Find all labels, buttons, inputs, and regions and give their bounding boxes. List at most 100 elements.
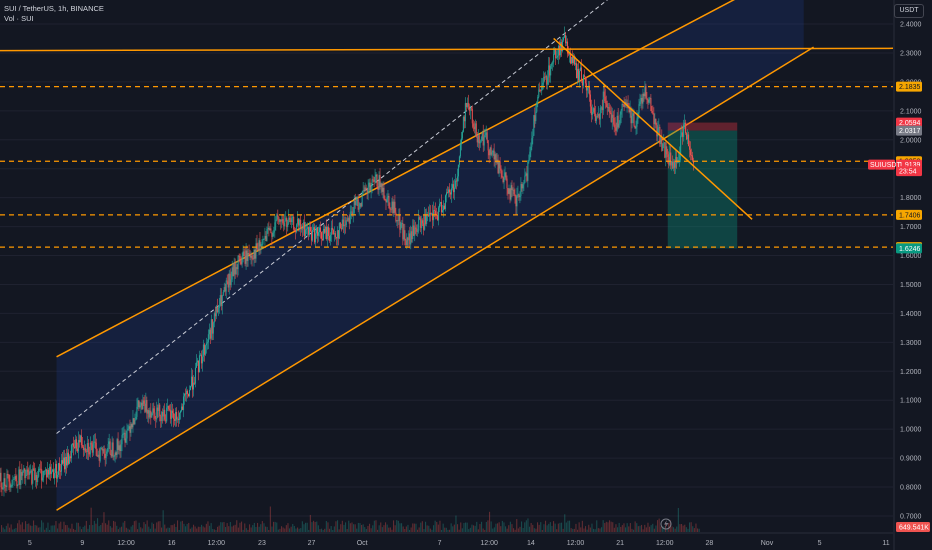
candle-body bbox=[76, 448, 78, 452]
volume-bar bbox=[407, 524, 409, 532]
candle-body bbox=[138, 400, 140, 408]
candle-body bbox=[289, 217, 291, 220]
volume-bar bbox=[124, 520, 126, 532]
volume-bar bbox=[109, 526, 111, 532]
volume-bar bbox=[249, 524, 251, 532]
symbol-title[interactable]: SUI / TetherUS, 1h, BINANCE bbox=[4, 4, 104, 13]
candle-body bbox=[108, 441, 110, 445]
price-tick-label: 2.4000 bbox=[900, 22, 922, 29]
candle-body bbox=[594, 113, 596, 122]
candle-body bbox=[471, 108, 473, 124]
candle-body bbox=[211, 319, 213, 334]
volume-bar bbox=[129, 529, 131, 532]
candle-body bbox=[215, 306, 217, 317]
volume-bar bbox=[561, 522, 563, 532]
candle-body bbox=[65, 456, 67, 466]
candle-body bbox=[543, 76, 545, 83]
volume-bar bbox=[159, 521, 161, 532]
volume-bar bbox=[23, 529, 25, 532]
volume-bar bbox=[365, 529, 367, 532]
volume-bar bbox=[127, 528, 129, 532]
volume-bar bbox=[98, 526, 100, 532]
candle-body bbox=[154, 412, 156, 419]
candle-body bbox=[504, 172, 506, 178]
volume-bar bbox=[559, 522, 561, 532]
candle-body bbox=[445, 195, 447, 209]
candle-body bbox=[463, 116, 465, 122]
volume-bar bbox=[469, 527, 471, 532]
volume-bar bbox=[218, 525, 220, 532]
candle-body bbox=[306, 228, 308, 230]
volume-indicator-title[interactable]: Vol · SUI bbox=[4, 14, 34, 23]
candle-body bbox=[503, 177, 505, 183]
volume-bar bbox=[68, 527, 70, 532]
volume-bar bbox=[133, 521, 135, 532]
volume-bar bbox=[111, 527, 113, 532]
candle-body bbox=[646, 97, 648, 100]
volume-bar bbox=[657, 520, 659, 532]
volume-bar bbox=[493, 527, 495, 532]
candle-body bbox=[328, 235, 330, 241]
currency-button[interactable]: USDT bbox=[894, 4, 924, 18]
volume-bar bbox=[290, 526, 292, 532]
candle-body bbox=[355, 201, 357, 206]
candle-body bbox=[317, 227, 319, 236]
candle-body bbox=[74, 439, 76, 448]
candle-body bbox=[484, 135, 486, 138]
candle-body bbox=[453, 187, 455, 193]
volume-bar bbox=[69, 528, 71, 532]
candle-body bbox=[151, 413, 153, 418]
candle-body bbox=[294, 229, 296, 232]
candle-body bbox=[82, 446, 84, 451]
volume-bar bbox=[457, 524, 459, 532]
candle-body bbox=[90, 442, 92, 445]
candle-body bbox=[135, 416, 137, 421]
candles bbox=[0, 26, 695, 497]
time-axis[interactable]: 5 9 12:00 16 12:00 23 27 Oct 7 12:00 14 12:00 21 12:0… bbox=[0, 518, 893, 547]
price-axis[interactable]: 2.40002.30002.20002.10002.00001.90001.80… bbox=[868, 0, 930, 550]
candle-body bbox=[133, 418, 135, 424]
volume-bar bbox=[324, 528, 326, 532]
candle-body bbox=[66, 452, 68, 466]
volume-bar bbox=[677, 507, 679, 532]
volume-bar bbox=[327, 522, 329, 532]
volume-bar bbox=[81, 529, 83, 532]
candle-body bbox=[557, 55, 559, 58]
candle-body bbox=[68, 456, 70, 464]
candle-body bbox=[603, 91, 605, 97]
candle-body bbox=[223, 287, 225, 292]
volume-bar bbox=[145, 524, 147, 532]
candle-body bbox=[103, 449, 105, 454]
candle-body bbox=[161, 411, 163, 422]
price-tick-label: 1.2000 bbox=[900, 369, 922, 376]
volume-bar bbox=[298, 528, 300, 532]
candle-body bbox=[662, 143, 664, 151]
candle-body bbox=[346, 220, 348, 222]
volume-bar bbox=[241, 521, 243, 532]
volume-bar bbox=[543, 524, 545, 532]
volume-bar bbox=[521, 521, 523, 532]
candle-body bbox=[63, 457, 65, 470]
candle-body bbox=[269, 228, 271, 231]
candle-body bbox=[434, 210, 436, 211]
candle-body bbox=[426, 214, 428, 224]
candle-body bbox=[259, 240, 261, 247]
volume-bar bbox=[527, 518, 529, 532]
candle-body bbox=[519, 196, 521, 198]
volume-bar bbox=[29, 525, 31, 532]
candle-body bbox=[244, 255, 246, 264]
candle-body bbox=[438, 207, 440, 221]
volume-bar bbox=[205, 523, 207, 532]
volume-bar bbox=[405, 526, 407, 532]
volume-bar bbox=[394, 525, 396, 532]
price-tick-label: 2.3000 bbox=[900, 50, 922, 57]
candle-body bbox=[349, 212, 351, 224]
volume-bar bbox=[567, 520, 569, 532]
candle-body bbox=[127, 428, 129, 431]
candle-body bbox=[667, 154, 669, 158]
volume-bar bbox=[353, 524, 355, 532]
volume-bar bbox=[220, 522, 222, 532]
candle-body bbox=[439, 203, 441, 208]
